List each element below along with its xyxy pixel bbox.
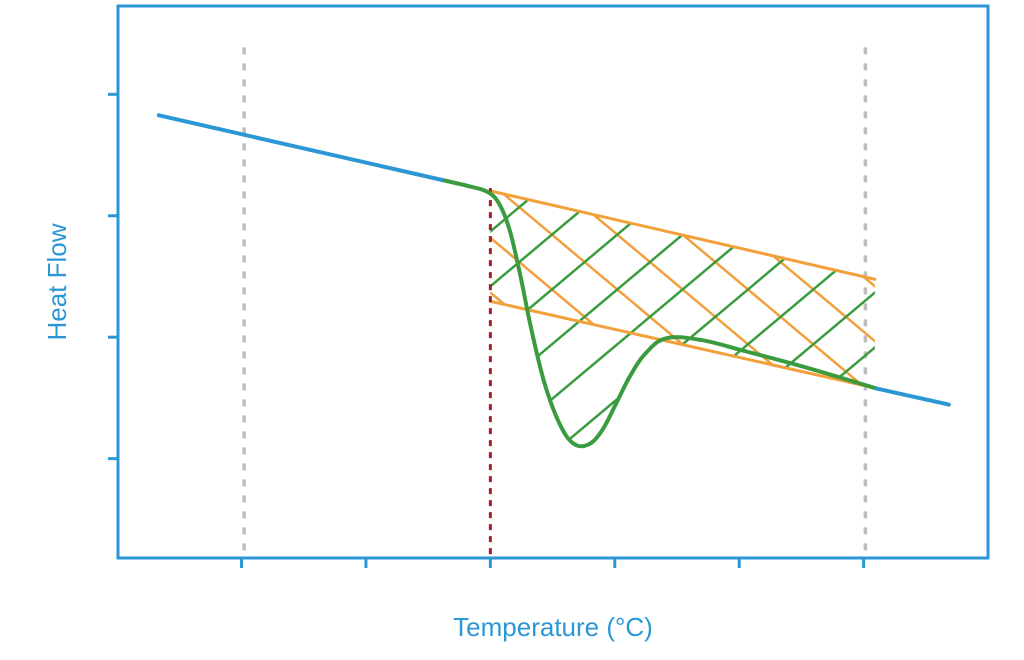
hatch-green-band [0, 0, 1024, 660]
y-axis-label: Heat Flow [42, 223, 72, 340]
dsc-chart: Temperature (°C) Heat Flow [0, 0, 1024, 660]
plot-frame [118, 6, 988, 558]
heat-flow-curve-transition [442, 180, 877, 446]
x-axis-label: Temperature (°C) [453, 612, 653, 642]
chart-container: { "canvas": { "width": 1024, "height": 6… [0, 0, 1024, 660]
heat-flow-curve-linear [877, 389, 949, 405]
heat-flow-curve-linear [159, 115, 442, 180]
hatch-green-dip [0, 0, 1024, 660]
baseline-orange [490, 301, 875, 388]
baseline-orange [490, 191, 875, 279]
hatch-orange [0, 0, 1024, 660]
